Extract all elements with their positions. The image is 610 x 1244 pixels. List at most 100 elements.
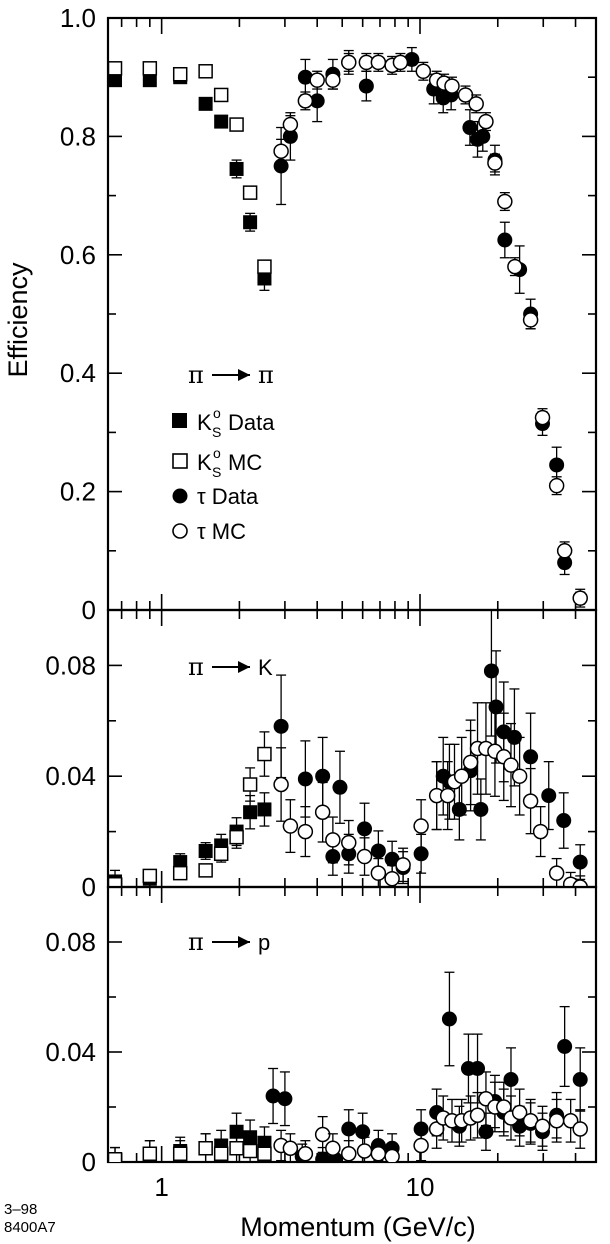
legend-ks-super: o [213,405,221,421]
data-point-tau-data [357,821,373,837]
data-point-tau-data [549,457,565,473]
data-point-ks-mc [229,829,244,845]
data-point-tau-data [478,1124,494,1140]
series-filled-square [108,70,272,291]
data-point-tau-data [557,555,573,571]
data-point-tau-data [265,1088,281,1104]
series-open-square [108,1133,272,1162]
process-to: p [258,930,270,955]
y-tick-label: 0.6 [60,240,96,270]
corner-label-code: 8400A7 [4,1219,56,1236]
data-point-tau-mc [341,54,357,71]
data-point-tau-mc [497,193,513,210]
data-point-tau-mc [556,543,573,559]
data-point-tau-mc [522,793,539,809]
data-point-tau-mc [395,857,411,873]
data-point-tau-data [441,1011,457,1027]
process-to: K [258,655,273,680]
data-point-tau-mc [469,1107,486,1123]
data-point-ks-data [243,215,258,230]
data-point-ks-mc [108,1152,123,1162]
data-point-tau-mc [282,1140,299,1156]
data-point-tau-mc [325,1140,341,1156]
data-point-tau-mc [297,1146,314,1162]
data-point-tau-mc [511,768,528,784]
y-tick-label: 0.04 [45,761,96,791]
process-from: π [188,361,204,389]
data-point-tau-mc [453,768,470,784]
data-point-ks-mc [257,746,272,762]
series-filled-square [108,792,272,887]
data-point-tau-data [470,1061,486,1076]
data-point-tau-mc [534,1118,551,1134]
y-tick-label: 0.2 [60,477,96,507]
data-point-ks-data [243,805,258,820]
data-point-ks-mc [198,64,213,79]
data-point-tau-mc [444,78,460,94]
data-point-tau-data [503,1072,519,1087]
data-point-tau-data [315,1151,331,1162]
panel-pi-to-K: 00.040.08 π K [45,608,598,902]
data-point-tau-mc [522,312,539,328]
series-open-circle [273,52,588,608]
y-tick-label: 0.04 [45,1037,96,1067]
data-point-ks-data [214,114,229,129]
data-point-tau-data [273,718,289,734]
y-tick-label: 1.0 [60,3,96,33]
series-open-circle [273,1071,588,1162]
data-point-tau-data [483,663,499,679]
data-point-tau-mc [532,823,549,840]
data-point-tau-mc [282,818,299,834]
data-point-tau-data [572,854,588,870]
data-point-tau-data [297,69,313,85]
data-point-tau-mc [439,787,456,804]
data-point-ks-data [257,802,272,817]
panel-frame [106,16,598,612]
data-point-ks-data [173,855,188,870]
legend: K o S Data K o S MC τ Data τ MC [172,405,275,544]
data-point-tau-data [341,1121,357,1137]
data-point-tau-data [473,801,489,817]
legend-marker-tau-mc [172,523,188,539]
data-point-ks-mc [229,1141,244,1156]
data-point-tau-data [451,801,467,817]
data-point-ks-mc [213,87,229,103]
data-point-ks-mc [172,1146,188,1161]
y-axis-title: Efficiency [3,262,33,378]
data-point-tau-mc [325,832,341,848]
data-point-ks-mc [213,1146,229,1161]
data-point-tau-mc [503,757,519,773]
y-tick-label: 0.4 [60,358,96,388]
data-point-ks-data [198,843,213,858]
series-filled-circle [273,46,588,606]
data-point-ks-mc [213,846,229,862]
process-arrow-head [238,369,250,381]
data-point-ks-mc [108,61,123,76]
legend-marker-tau-data [172,488,188,504]
data-point-tau-mc [282,116,299,133]
data-point-tau-mc [370,54,387,71]
data-point-tau-mc [413,818,429,834]
data-point-ks-mc [142,868,158,884]
legend-marker-ks-mc [172,453,188,469]
data-point-tau-data [282,128,298,144]
data-point-tau-data [277,1091,293,1107]
data-point-tau-mc [548,1113,565,1129]
data-point-tau-mc [548,865,565,881]
data-point-tau-mc [384,870,400,887]
data-point-tau-mc [325,72,341,88]
legend-ks-symbol: K [197,410,212,435]
data-point-tau-mc [273,776,289,793]
process-arrow-head [238,661,250,673]
data-point-tau-mc [468,96,484,112]
x-tick-label: 1 [154,1172,168,1202]
data-point-tau-data [370,843,386,859]
data-point-tau-data [572,1072,588,1087]
legend-ks-sub-2: S [212,464,221,480]
data-point-tau-data [273,158,289,174]
data-point-tau-mc [413,1137,429,1154]
data-point-tau-mc [462,754,479,771]
